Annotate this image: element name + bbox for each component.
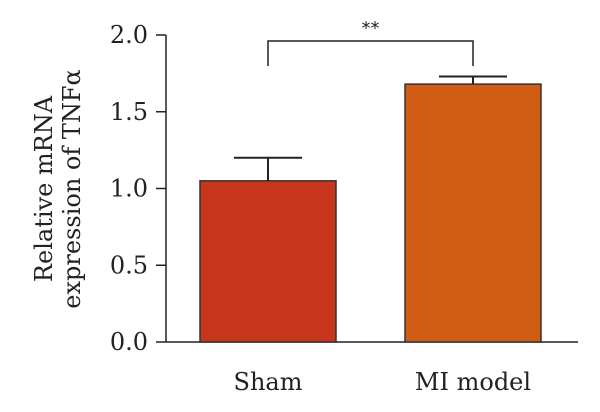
significance-bracket: ** [267, 18, 474, 66]
significance-bracket-line [267, 40, 474, 66]
category-label: Sham [234, 368, 303, 396]
y-axis: 0.0 0.5 1.0 1.5 2.0 [110, 21, 167, 356]
y-tick-label: 1.5 [110, 98, 148, 126]
bars [199, 83, 542, 343]
y-tick-label: 2.0 [110, 21, 148, 49]
y-axis-title: Relative mRNA expression of TNFα [30, 69, 86, 308]
y-axis-title-line-1: Relative mRNA [30, 95, 58, 282]
bar [404, 83, 542, 343]
y-axis-title-line-2: expression of TNFα [58, 69, 86, 308]
x-axis: Sham MI model [166, 341, 578, 396]
bar [199, 180, 337, 343]
y-tick-label: 1.0 [110, 175, 148, 203]
significance-label: ** [362, 18, 380, 39]
error-bars [234, 75, 507, 181]
category-label: MI model [415, 368, 531, 396]
y-tick-label: 0.5 [110, 251, 148, 279]
y-tick-label: 0.0 [110, 328, 148, 356]
